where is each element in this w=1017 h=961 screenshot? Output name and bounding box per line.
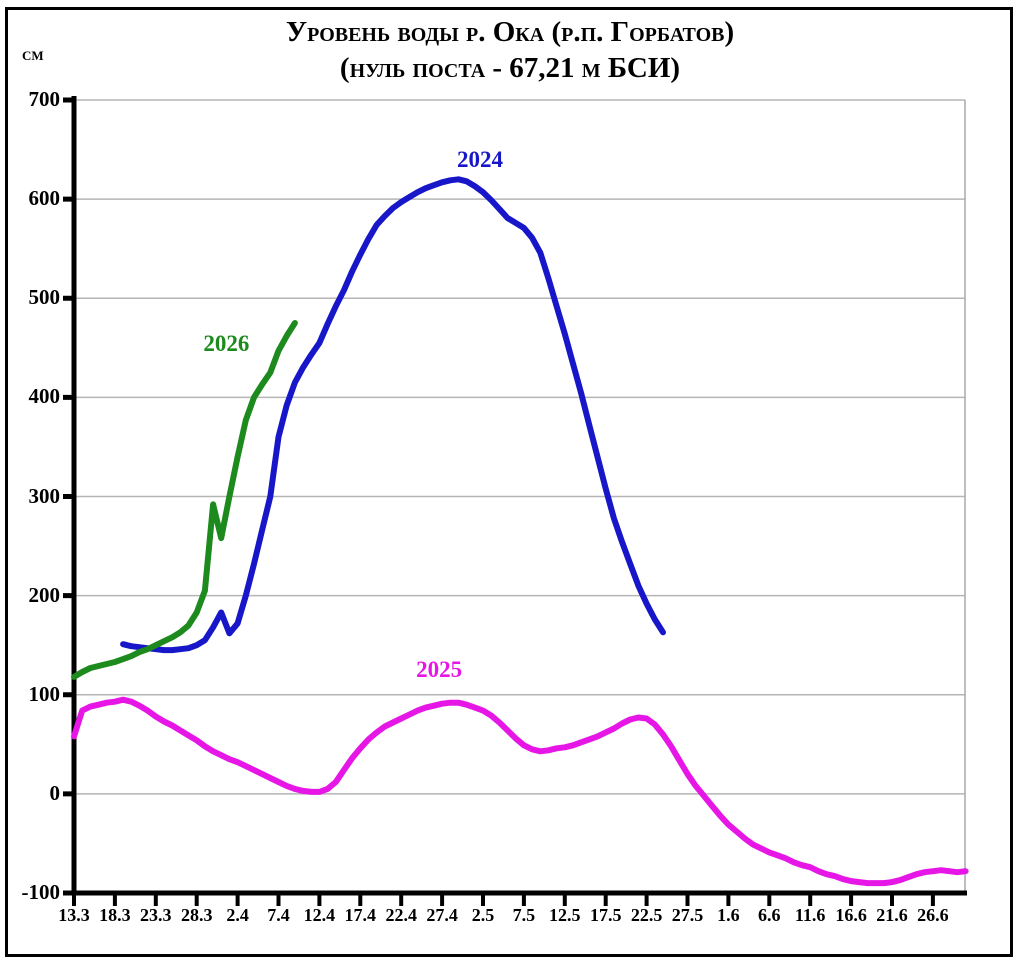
y-tick-label: -100 [21, 880, 61, 904]
x-tick-label: 17.4 [344, 905, 377, 925]
x-tick-label: 1.6 [717, 905, 740, 925]
x-tick-label: 22.4 [385, 905, 417, 925]
x-tick-label: 27.5 [671, 905, 704, 925]
outer-frame [5, 7, 1013, 957]
series-label-2025: 2025 [416, 656, 463, 682]
x-tick-label: 11.6 [794, 905, 826, 925]
x-tick-label: 18.3 [99, 905, 131, 925]
x-tick-label: 12.4 [303, 905, 336, 925]
x-tick-label: 12.5 [549, 905, 581, 925]
x-tick-label: 16.6 [835, 905, 867, 925]
y-tick-label: 200 [28, 582, 61, 607]
x-tick-label: 7.4 [267, 905, 290, 925]
x-tick-label: 28.3 [180, 905, 213, 925]
x-tick-label: 17.5 [589, 905, 622, 925]
y-tick-label: 0 [49, 780, 61, 805]
y-tick-label: 500 [28, 285, 61, 310]
series-line-2025 [71, 696, 969, 887]
y-tick-label: 300 [28, 483, 61, 508]
x-tick-label: 2.4 [226, 905, 249, 925]
x-tick-label: 13.3 [58, 905, 90, 925]
x-tick-label: 7.5 [512, 905, 536, 925]
chart-subtitle: (нуль поста - 67,21 м БСИ) [339, 52, 681, 84]
x-tick-label: 6.6 [758, 905, 781, 925]
x-tick-label: 27.4 [426, 905, 458, 925]
x-tick-label: 22.5 [630, 905, 663, 925]
series-line-2026 [71, 320, 298, 680]
y-axis-unit-label: см [22, 44, 44, 65]
x-tick-label: 21.6 [876, 905, 908, 925]
series-label-2024: 2024 [457, 147, 503, 173]
series-label-2026: 2026 [203, 330, 250, 356]
y-tick-label: 100 [28, 681, 61, 706]
chart-title: Уровень воды р. Ока (р.п. Горбатов) [285, 16, 735, 48]
series-line-2024 [120, 176, 666, 654]
y-tick-label: 700 [28, 87, 61, 111]
x-tick-label: 23.3 [140, 905, 172, 925]
y-tick-label: 400 [28, 384, 61, 409]
y-tick-label: 600 [28, 186, 61, 211]
x-tick-label: 2.5 [471, 905, 495, 925]
x-tick-label: 26.6 [917, 905, 949, 925]
